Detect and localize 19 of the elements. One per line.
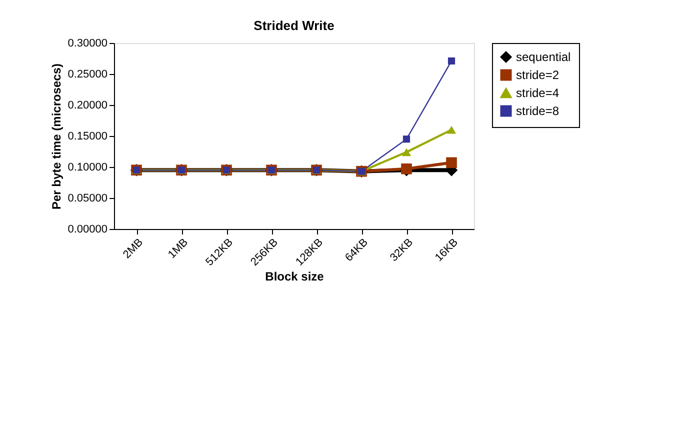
legend-label: stride=2 xyxy=(516,68,560,82)
y-tick-label: 0.30000 xyxy=(68,38,108,50)
x-axis-title: Block size xyxy=(265,270,324,284)
y-axis-title: Per byte time (microsecs) xyxy=(50,63,64,210)
legend-label: stride=8 xyxy=(516,104,560,118)
y-tick-label: 0.05000 xyxy=(68,192,108,204)
point xyxy=(446,157,457,168)
point xyxy=(448,57,456,65)
point xyxy=(446,126,456,134)
point xyxy=(402,148,412,156)
legend-label: sequential xyxy=(516,50,571,64)
chart-title: Strided Write xyxy=(254,18,334,33)
y-tick-label: 0.15000 xyxy=(68,130,108,142)
y-tick-label: 0.10000 xyxy=(68,162,108,174)
y-tick-label: 0.20000 xyxy=(68,100,108,112)
y-tick-label: 0.25000 xyxy=(68,68,108,80)
y-tick-label: 0.00000 xyxy=(68,224,108,236)
point xyxy=(402,136,410,143)
legend-label: stride=4 xyxy=(516,86,560,100)
